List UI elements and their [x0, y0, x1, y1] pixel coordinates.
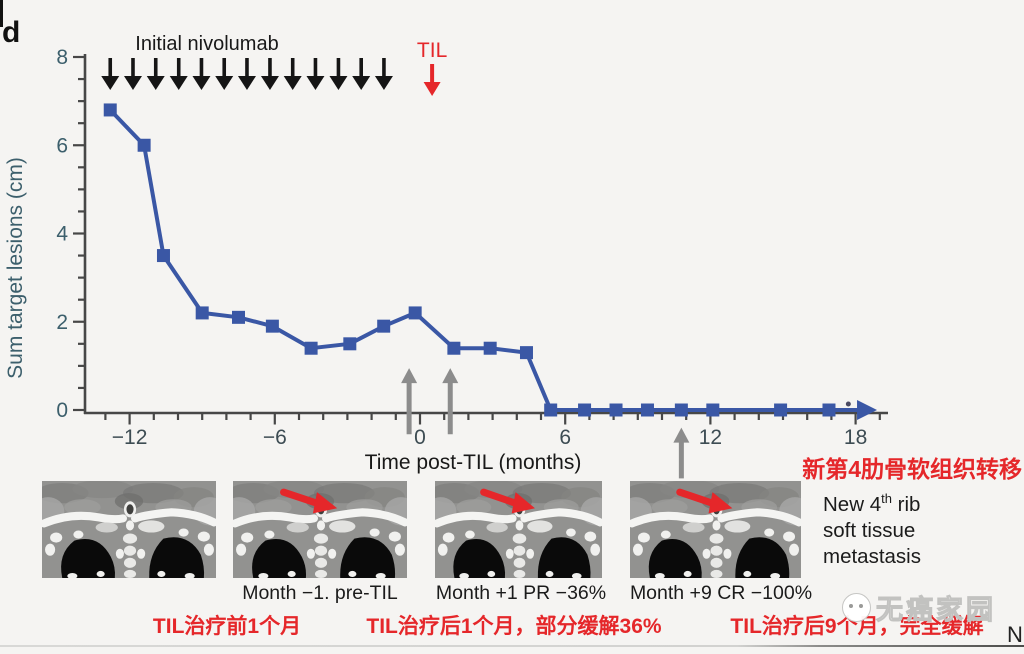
scan-timepoint-arrowhead [401, 368, 418, 384]
lesion-pointer-arrow [676, 488, 719, 508]
nivolumab-dose-arrow [237, 76, 256, 90]
panel-label: d [2, 16, 21, 49]
scan-caption-pre-til: Month −1. pre-TIL [242, 582, 398, 604]
y-tick-label: 0 [56, 399, 68, 422]
data-point-marker [408, 306, 422, 320]
x-tick-label: −12 [112, 426, 148, 449]
y-tick-label: 8 [56, 46, 68, 69]
data-point-marker [483, 341, 497, 355]
left-edge-mark [0, 0, 3, 27]
metastasis-note-en: New 4th rib soft tissue metastasis [823, 486, 921, 570]
x-tick-label: 0 [414, 426, 426, 449]
nivolumab-dose-arrow [374, 76, 393, 90]
lesion-chart: 0 2 4 6 8 −12 −6 0 6 12 18 Time post-TIL (months) Su… [4, 33, 888, 479]
y-tick-label: 6 [56, 134, 68, 157]
data-point-marker [640, 403, 654, 417]
til-infusion-arrow [423, 82, 441, 96]
lesion-pointer-arrow [280, 488, 324, 508]
data-point-marker [609, 403, 623, 417]
lesion-pointer-arrowhead [312, 492, 338, 514]
ct-scan-month-1 [435, 481, 602, 578]
watermark-logo-icon [842, 593, 871, 622]
x-axis-title: Time post-TIL (months) [365, 451, 582, 474]
nivolumab-dose-arrow [146, 76, 165, 90]
x-tick-label: 6 [559, 426, 571, 449]
metastasis-note-line3: metastasis [823, 544, 921, 568]
ct-scan-pre-til [233, 481, 407, 578]
corner-letter: N [1007, 622, 1023, 647]
metastasis-note-line2: soft tissue [823, 518, 916, 542]
data-point-marker [822, 403, 836, 417]
trend-continues-arrowhead [857, 400, 878, 420]
data-point-marker [674, 403, 688, 417]
y-tick-label: 2 [56, 311, 68, 334]
bottom-divider [0, 645, 1024, 647]
watermark: 无癌家园 [842, 588, 996, 627]
nivolumab-dose-arrow [329, 76, 348, 90]
data-point-marker [195, 306, 209, 320]
cn-caption-month-9: TIL治疗后9个月，完全缓解 [730, 615, 984, 638]
nivolumab-dose-arrow [260, 76, 279, 90]
nivolumab-dose-arrow [215, 76, 234, 90]
metastasis-note-cn: 新第4肋骨软组织转移 [802, 456, 1022, 482]
data-point-marker [774, 403, 788, 417]
nivolumab-dose-arrow [352, 76, 371, 90]
scan-timepoint-arrowhead [442, 368, 459, 384]
data-point-marker [265, 319, 279, 333]
ct-scan-image [233, 481, 407, 578]
metastasis-note-line1: New 4th rib [823, 491, 921, 516]
ordinal-superscript: th [881, 491, 892, 506]
nivolumab-dose-arrow [192, 76, 211, 90]
data-point-marker [304, 341, 318, 355]
nivolumab-dose-arrow [306, 76, 325, 90]
lesion-trend-line [108, 108, 858, 412]
cn-caption-pre-til: TIL治疗前1个月 [152, 615, 302, 638]
scan-caption-month-9: Month +9 CR −100% [629, 582, 813, 604]
nivolumab-dose-arrow [169, 76, 188, 90]
til-label: TIL [417, 39, 447, 62]
data-point-marker [232, 310, 245, 324]
trend-end-dot [845, 401, 851, 407]
ct-scan-image [435, 481, 602, 578]
data-point-marker [156, 249, 170, 263]
lesion-pointer-arrow [480, 488, 522, 508]
data-point-marker [377, 319, 391, 333]
watermark-text: 无癌家园 [876, 595, 996, 626]
nivolumab-dose-arrow [283, 76, 302, 90]
nivolumab-dose-arrow [123, 76, 142, 90]
x-tick-label: 18 [844, 426, 867, 449]
data-point-marker [578, 403, 592, 417]
data-point-marker [447, 341, 461, 355]
scan-caption-month-1: Month +1 PR −36% [435, 582, 607, 604]
data-point-marker [137, 138, 151, 152]
nivolumab-label: Initial nivolumab [135, 33, 278, 55]
data-point-marker [706, 403, 720, 417]
y-tick-label: 4 [56, 223, 68, 246]
scan-timepoint-arrowhead [673, 427, 690, 443]
data-point-marker [544, 403, 558, 417]
x-tick-label: −6 [263, 426, 287, 449]
data-point-marker [103, 103, 117, 117]
data-point-marker [343, 337, 357, 351]
cn-caption-month-1: TIL治疗后1个月，部分缓解36% [366, 615, 662, 638]
ct-scan-image [42, 481, 216, 578]
lesion-pointer-arrowhead [708, 492, 733, 514]
nivolumab-dose-arrow [101, 76, 120, 90]
ct-scan-month-9 [630, 481, 801, 578]
y-axis-title: Sum target lesions (cm) [4, 157, 27, 379]
ct-scan-baseline [42, 481, 216, 578]
ct-scan-image [630, 481, 801, 578]
lesion-pointer-arrowhead [511, 492, 536, 514]
x-tick-label: 12 [699, 426, 722, 449]
data-point-marker [519, 346, 533, 360]
